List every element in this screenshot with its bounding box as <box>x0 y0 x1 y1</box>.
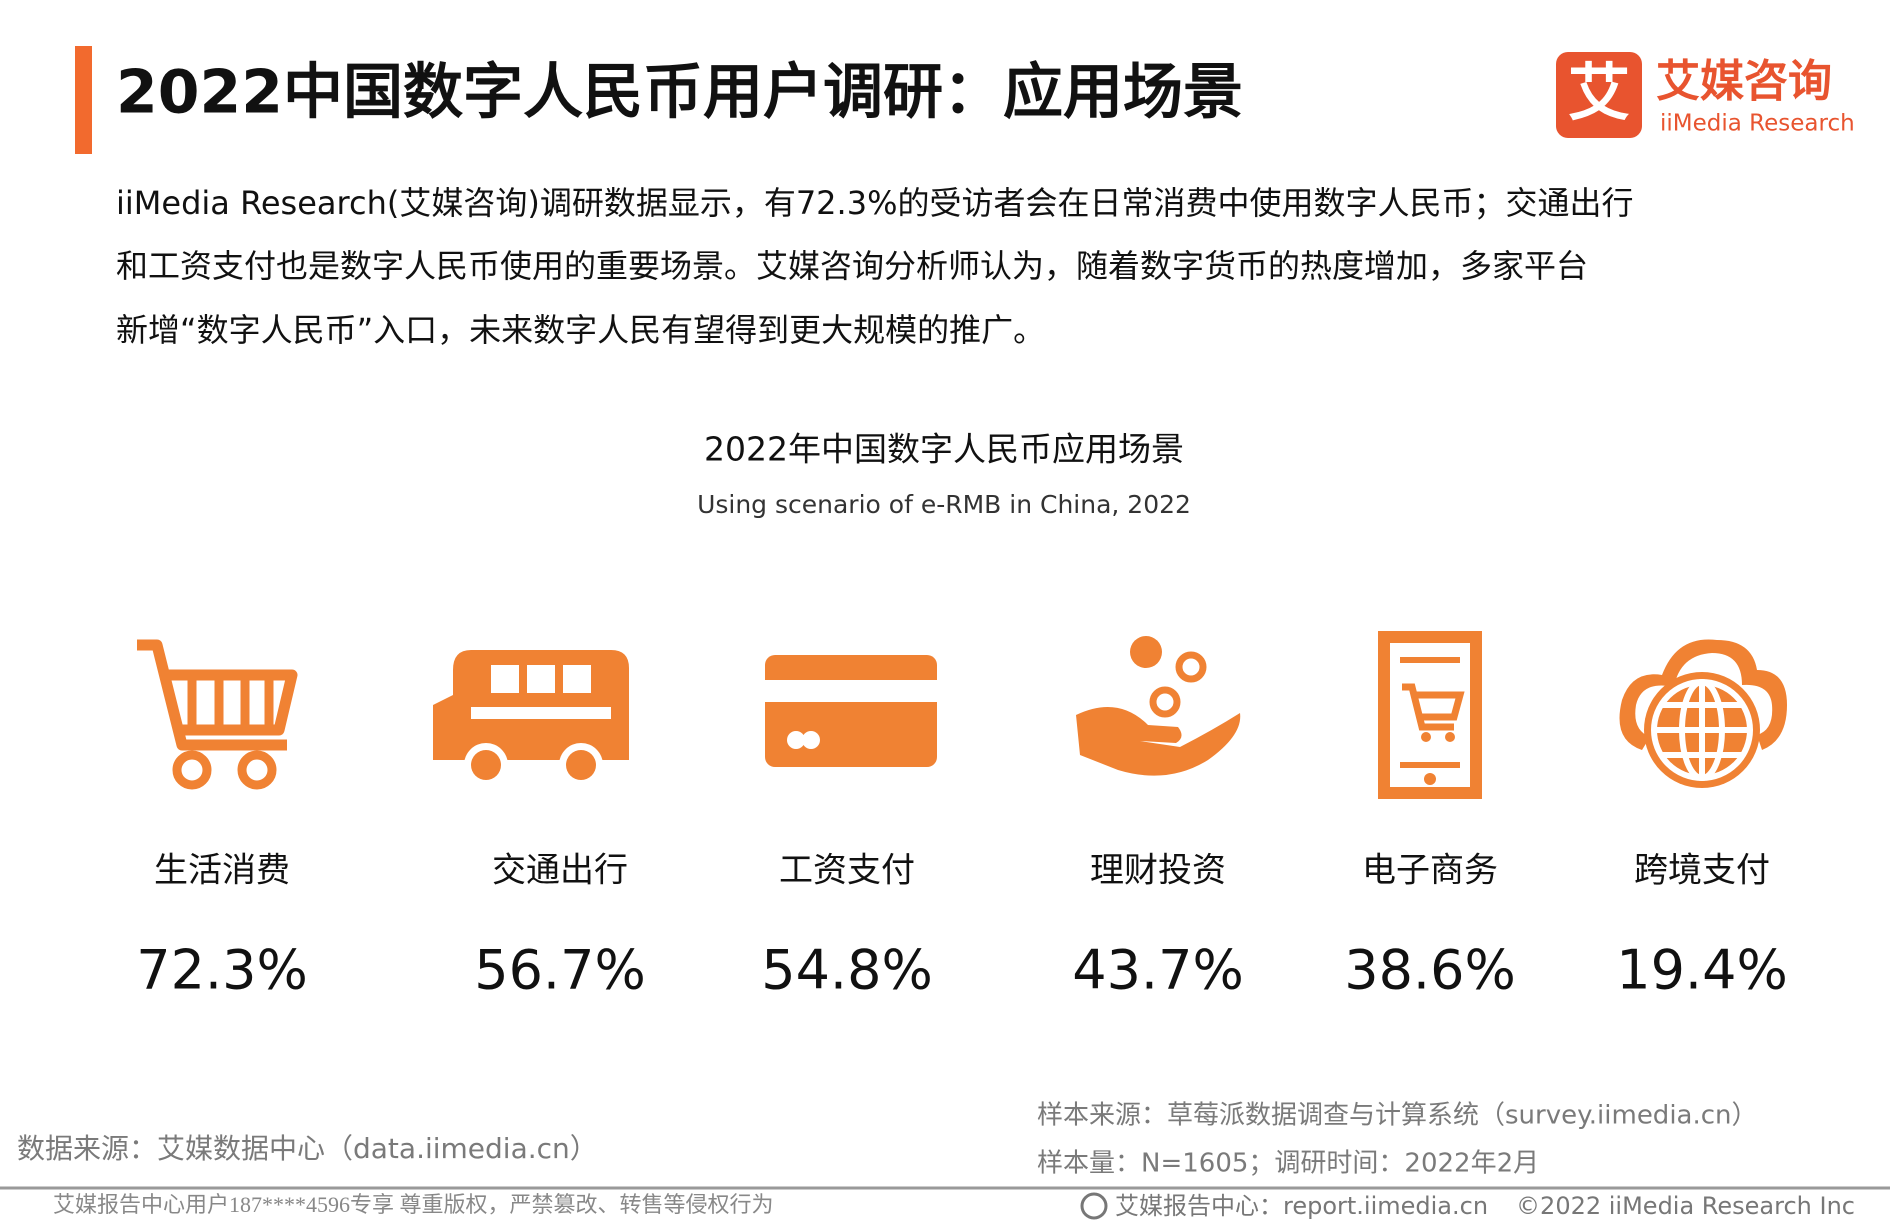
title-accent <box>75 46 92 154</box>
item-label: 工资支付 <box>779 851 915 891</box>
icon-bus <box>433 650 629 787</box>
item-label: 生活消费 <box>154 851 290 891</box>
title: 2022中国数字人民币用户调研：应用场景 <box>116 58 1243 128</box>
sample-source: 样本来源：草莓派数据调查与计算系统（survey.iimedia.cn） <box>1037 1101 1758 1131</box>
sample-size: 样本量：N=1605；调研时间：2022年2月 <box>1037 1149 1539 1179</box>
intro-line: 新增“数字人民币”入口，未来数字人民有望得到更大规模的推广。 <box>116 311 1045 349</box>
copyright: ©2022 iiMedia Research Inc <box>1516 1192 1855 1220</box>
item-label: 交通出行 <box>492 851 628 891</box>
icon-cart <box>137 639 298 790</box>
intro-line: 和工资支付也是数字人民币使用的重要场景。艾媒咨询分析师认为，随着数字货币的热度增… <box>116 247 1588 285</box>
item-value: 43.7% <box>1072 939 1244 1002</box>
item-value: 19.4% <box>1616 939 1788 1002</box>
item-value: 72.3% <box>136 939 308 1002</box>
logo-cn: 艾媒咨询 <box>1656 56 1832 107</box>
icon-invest <box>1076 636 1241 776</box>
item-value: 38.6% <box>1344 939 1516 1002</box>
footer-notice: 艾媒报告中心用户187****4596专享 尊重版权，严禁篡改、转售等侵权行为 <box>53 1192 774 1217</box>
report-center: 艾媒报告中心：report.iimedia.cn <box>1115 1192 1488 1220</box>
icon-globe <box>1619 639 1787 788</box>
chart-subtitle: Using scenario of e-RMB in China, 2022 <box>697 490 1191 519</box>
logo-mark: 艾 <box>1568 56 1630 129</box>
logo-en: iiMedia Research <box>1660 111 1855 137</box>
item-label: 电子商务 <box>1362 851 1498 891</box>
item-label: 跨境支付 <box>1634 851 1770 891</box>
footer-icon <box>1080 1192 1108 1220</box>
intro-line: iiMedia Research(艾媒咨询)调研数据显示，有72.3%的受访者会… <box>116 184 1633 222</box>
data-source: 数据来源：艾媒数据中心（data.iimedia.cn） <box>17 1132 598 1165</box>
item-label: 理财投资 <box>1090 851 1226 891</box>
chart-title: 2022年中国数字人民币应用场景 <box>704 430 1184 469</box>
item-value: 54.8% <box>761 939 933 1002</box>
item-value: 56.7% <box>474 939 646 1002</box>
logo-mark-bg <box>1556 52 1642 138</box>
icon-phone <box>1378 631 1482 799</box>
icon-card <box>765 655 937 767</box>
